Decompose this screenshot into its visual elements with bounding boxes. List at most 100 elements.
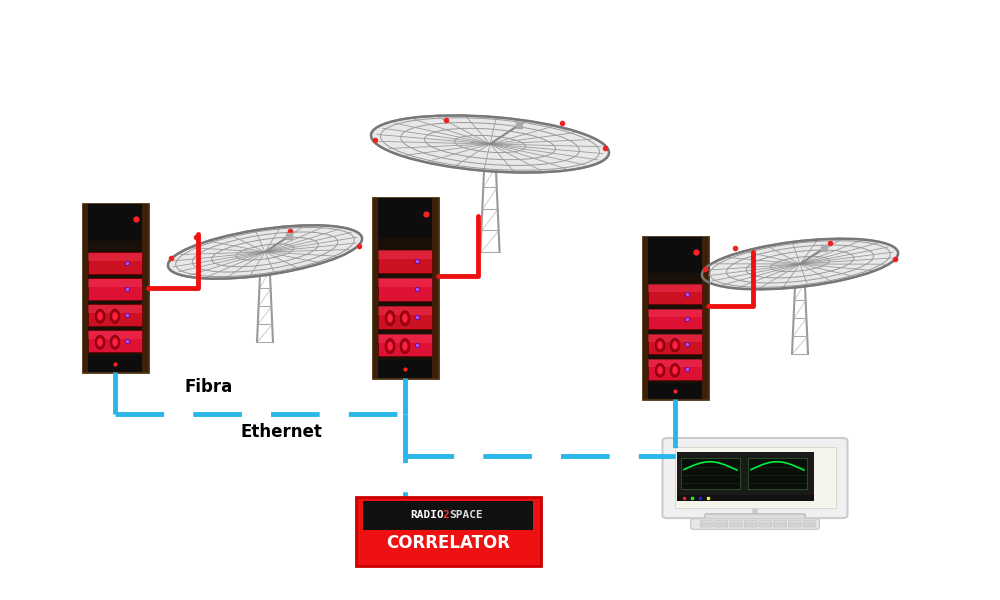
FancyBboxPatch shape	[729, 523, 743, 525]
FancyBboxPatch shape	[356, 496, 540, 565]
FancyBboxPatch shape	[648, 359, 702, 380]
FancyBboxPatch shape	[803, 523, 816, 525]
FancyBboxPatch shape	[378, 278, 432, 301]
FancyBboxPatch shape	[788, 524, 801, 527]
Ellipse shape	[97, 312, 103, 320]
Ellipse shape	[657, 367, 663, 374]
FancyBboxPatch shape	[681, 458, 740, 488]
Text: CORRELATOR: CORRELATOR	[386, 535, 510, 553]
FancyBboxPatch shape	[803, 520, 816, 523]
FancyBboxPatch shape	[648, 309, 702, 329]
Ellipse shape	[97, 338, 103, 346]
FancyBboxPatch shape	[82, 204, 88, 372]
Ellipse shape	[702, 239, 898, 289]
Ellipse shape	[672, 341, 678, 349]
Text: 2: 2	[443, 510, 450, 520]
FancyBboxPatch shape	[648, 359, 702, 367]
FancyBboxPatch shape	[662, 438, 847, 518]
FancyBboxPatch shape	[643, 237, 708, 399]
FancyBboxPatch shape	[774, 520, 787, 523]
Ellipse shape	[385, 311, 395, 326]
FancyBboxPatch shape	[788, 523, 801, 525]
Ellipse shape	[95, 309, 105, 323]
Text: SPACE: SPACE	[449, 510, 483, 520]
FancyBboxPatch shape	[88, 331, 142, 339]
FancyBboxPatch shape	[363, 500, 533, 530]
FancyBboxPatch shape	[674, 447, 836, 508]
FancyBboxPatch shape	[648, 334, 702, 342]
FancyBboxPatch shape	[88, 279, 142, 287]
FancyBboxPatch shape	[88, 253, 142, 274]
Ellipse shape	[402, 314, 408, 323]
FancyBboxPatch shape	[705, 514, 805, 520]
FancyBboxPatch shape	[715, 523, 728, 525]
FancyBboxPatch shape	[759, 523, 772, 525]
Ellipse shape	[672, 367, 678, 374]
FancyBboxPatch shape	[691, 519, 819, 529]
FancyBboxPatch shape	[744, 523, 757, 525]
FancyBboxPatch shape	[648, 334, 702, 355]
FancyBboxPatch shape	[378, 360, 432, 378]
FancyBboxPatch shape	[700, 524, 713, 527]
FancyBboxPatch shape	[788, 520, 801, 523]
FancyBboxPatch shape	[88, 355, 142, 372]
FancyBboxPatch shape	[700, 523, 713, 525]
Text: Ethernet: Ethernet	[240, 423, 322, 441]
FancyBboxPatch shape	[677, 495, 814, 501]
Ellipse shape	[387, 342, 393, 350]
Ellipse shape	[400, 311, 410, 326]
FancyBboxPatch shape	[648, 383, 702, 399]
Ellipse shape	[670, 338, 680, 352]
FancyBboxPatch shape	[88, 253, 142, 261]
Ellipse shape	[95, 335, 105, 349]
Ellipse shape	[110, 309, 120, 323]
FancyBboxPatch shape	[378, 250, 432, 272]
FancyBboxPatch shape	[648, 284, 702, 292]
FancyBboxPatch shape	[715, 524, 728, 527]
FancyBboxPatch shape	[378, 305, 432, 329]
FancyBboxPatch shape	[373, 198, 378, 378]
FancyBboxPatch shape	[82, 204, 148, 372]
Ellipse shape	[657, 341, 663, 349]
FancyBboxPatch shape	[432, 198, 438, 378]
Ellipse shape	[655, 364, 665, 377]
Ellipse shape	[110, 335, 120, 349]
FancyBboxPatch shape	[748, 458, 807, 488]
FancyBboxPatch shape	[378, 278, 432, 287]
FancyBboxPatch shape	[648, 309, 702, 317]
FancyBboxPatch shape	[88, 204, 142, 241]
Ellipse shape	[402, 342, 408, 350]
FancyBboxPatch shape	[88, 304, 142, 326]
FancyBboxPatch shape	[759, 524, 772, 527]
Ellipse shape	[655, 338, 665, 352]
FancyBboxPatch shape	[88, 331, 142, 352]
FancyBboxPatch shape	[643, 237, 648, 399]
FancyBboxPatch shape	[702, 237, 708, 399]
FancyBboxPatch shape	[88, 278, 142, 300]
FancyBboxPatch shape	[744, 524, 757, 527]
Ellipse shape	[670, 364, 680, 377]
Ellipse shape	[112, 338, 118, 346]
Text: RADIO: RADIO	[411, 510, 444, 520]
FancyBboxPatch shape	[774, 524, 787, 527]
FancyBboxPatch shape	[378, 250, 432, 259]
FancyBboxPatch shape	[803, 524, 816, 527]
Ellipse shape	[387, 314, 393, 323]
Ellipse shape	[385, 338, 395, 353]
Ellipse shape	[168, 225, 362, 279]
FancyBboxPatch shape	[744, 520, 757, 523]
Ellipse shape	[400, 338, 410, 353]
FancyBboxPatch shape	[729, 524, 743, 527]
FancyBboxPatch shape	[759, 520, 772, 523]
FancyBboxPatch shape	[88, 305, 142, 313]
FancyBboxPatch shape	[373, 198, 438, 378]
Ellipse shape	[371, 115, 609, 173]
FancyBboxPatch shape	[648, 237, 702, 272]
FancyBboxPatch shape	[142, 204, 148, 372]
FancyBboxPatch shape	[378, 306, 432, 315]
FancyBboxPatch shape	[378, 334, 432, 343]
FancyBboxPatch shape	[648, 284, 702, 304]
FancyBboxPatch shape	[729, 520, 743, 523]
FancyBboxPatch shape	[774, 523, 787, 525]
FancyBboxPatch shape	[677, 452, 814, 501]
